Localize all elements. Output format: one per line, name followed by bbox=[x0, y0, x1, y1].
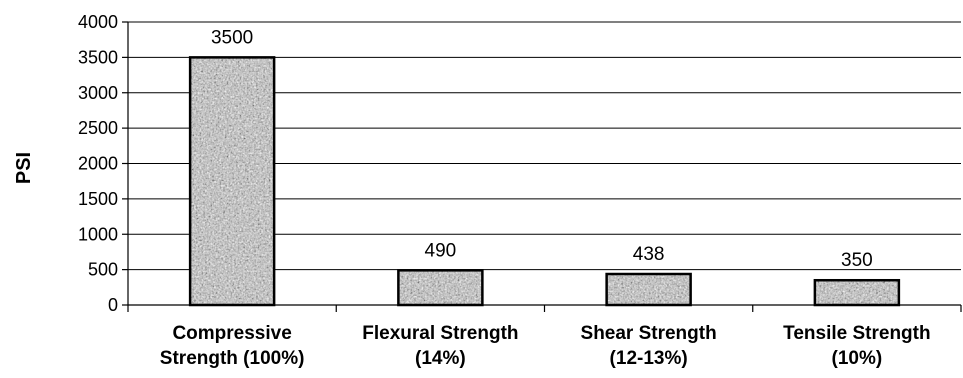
bar-texture-3 bbox=[815, 280, 899, 305]
y-tick-label: 3500 bbox=[78, 47, 118, 67]
data-label: 350 bbox=[841, 250, 873, 271]
y-tick-label: 2000 bbox=[78, 154, 118, 174]
x-category-label: Compressive Strength (100%) bbox=[160, 323, 305, 369]
data-label: 3500 bbox=[211, 27, 253, 48]
y-tick-label: 1500 bbox=[78, 189, 118, 209]
x-category-label-line: (14%) bbox=[415, 348, 466, 369]
bars bbox=[190, 57, 899, 305]
x-category-label-line: Tensile Strength bbox=[783, 323, 930, 344]
y-axis-title: PSI bbox=[13, 152, 35, 184]
y-tick-label: 0 bbox=[108, 295, 118, 315]
x-category-label-line: Strength (100%) bbox=[160, 348, 305, 369]
data-label: 438 bbox=[633, 244, 665, 265]
y-tick-label: 4000 bbox=[78, 12, 118, 32]
bar-texture-2 bbox=[607, 274, 691, 305]
x-category-label: Shear Strength (12-13%) bbox=[581, 323, 717, 369]
x-category-label: Tensile Strength (10%) bbox=[783, 323, 930, 369]
y-tick-label: 3000 bbox=[78, 83, 118, 103]
x-category-label-line: Compressive bbox=[172, 323, 291, 344]
x-category-label: Flexural Strength (14%) bbox=[362, 323, 518, 369]
bar-texture-1 bbox=[398, 270, 482, 305]
data-label: 490 bbox=[425, 240, 457, 261]
y-tick-label: 500 bbox=[88, 260, 118, 280]
y-tick-label: 1000 bbox=[78, 224, 118, 244]
x-category-label-line: Shear Strength bbox=[581, 323, 717, 344]
x-category-label-line: (10%) bbox=[832, 348, 883, 369]
x-category-label-line: Flexural Strength bbox=[362, 323, 518, 344]
bar-texture-0 bbox=[190, 57, 274, 305]
y-tick-label: 2500 bbox=[78, 118, 118, 138]
x-category-label-line: (12-13%) bbox=[610, 348, 688, 369]
